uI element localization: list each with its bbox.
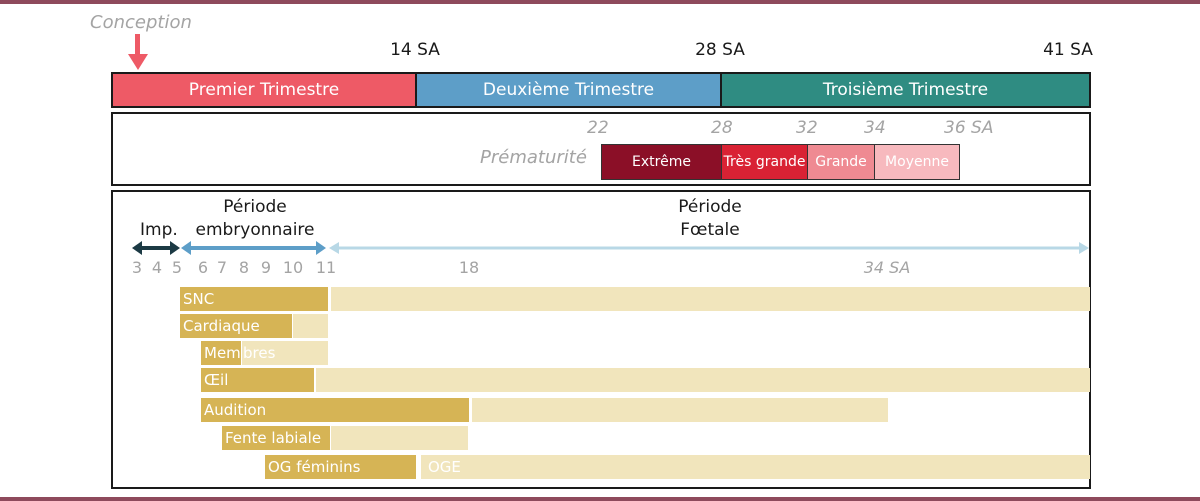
implantation-arrow-icon — [132, 241, 180, 255]
embryonic-arrow-icon — [181, 241, 326, 255]
organ-bar-fente-labiale-sensitive — [222, 426, 330, 450]
organ-bar-snc-sensitive — [180, 287, 328, 311]
organ-label-cardiaque: Cardiaque — [183, 317, 260, 335]
week-label-28: 28 SA — [695, 40, 745, 60]
prematurity-tick-22: 22 — [587, 118, 609, 138]
trimester-bar: Premier Trimestre Deuxième Trimestre Tro… — [111, 72, 1091, 108]
week-tick-8: 8 — [238, 258, 250, 277]
organ-bar-cardiaque-sensitive — [180, 314, 292, 338]
period-arrows — [132, 241, 1089, 255]
week-tick-11: 11 — [315, 258, 337, 277]
fetal-label-line1: Période — [678, 197, 742, 217]
organ-label-oge: OGE — [428, 458, 461, 476]
week-tick-6: 6 — [197, 258, 209, 277]
bottom-rule — [0, 497, 1200, 501]
embryonic-label-line2: embryonnaire — [195, 220, 315, 240]
prematurity-tick-34: 34 — [864, 118, 886, 138]
week-tick-9: 9 — [260, 258, 272, 277]
organ-bar-fente-labiale-less-sensitive — [331, 426, 468, 450]
embryonic-label-line1: Période — [223, 197, 287, 217]
week-tick-3: 3 — [131, 258, 143, 277]
conception-label: Conception — [90, 12, 192, 33]
week-tick-10: 10 — [282, 258, 304, 277]
organ-label-membres: Mem — [204, 344, 241, 362]
organ-bar-membres-sensitive — [201, 341, 241, 365]
organ-bar-membres-less-sensitive — [242, 341, 328, 365]
week-label-41: 41 SA — [1043, 40, 1093, 60]
prematurity-tick-28: 28 — [711, 118, 733, 138]
implantation-label: Imp. — [140, 220, 178, 240]
organ-label-og-feminins: OG féminins — [268, 458, 361, 476]
prematurity-box — [111, 112, 1091, 186]
organ-label-membres-suffix: bres — [243, 344, 276, 362]
trimester-1: Premier Trimestre — [113, 74, 417, 106]
prematurity-tres-grande: Très grande — [721, 144, 808, 180]
fetal-arrow-icon — [329, 242, 1089, 254]
organ-bar-oeil-sensitive — [201, 368, 314, 392]
prematurity-label: Prématurité — [480, 147, 587, 168]
conception-arrow-icon — [128, 34, 148, 70]
organ-label-oeil: Œil — [204, 371, 229, 389]
organ-bar-oge-less-sensitive — [421, 455, 1090, 479]
prematurity-extreme: Extrême — [601, 144, 722, 180]
organ-bar-og-feminins-sensitive — [265, 455, 416, 479]
week-tick-5: 5 — [171, 258, 183, 277]
week-tick-34: 34 SA — [863, 258, 911, 277]
organ-label-snc: SNC — [183, 290, 215, 308]
organ-bar-snc-less-sensitive — [331, 287, 1090, 311]
prematurity-tick-36: 36 SA — [944, 118, 994, 138]
prematurity-moyenne: Moyenne — [874, 144, 960, 180]
trimester-3: Troisième Trimestre — [722, 74, 1089, 106]
fetal-label-line2: Fœtale — [680, 220, 740, 240]
week-label-14: 14 SA — [390, 40, 440, 60]
development-box — [111, 190, 1091, 489]
week-tick-7: 7 — [216, 258, 228, 277]
prematurity-tick-32: 32 — [796, 118, 818, 138]
organ-bar-cardiaque-less-sensitive — [293, 314, 328, 338]
organ-label-audition: Audition — [204, 401, 267, 419]
organ-bar-audition-less-sensitive — [472, 398, 888, 422]
prematurity-grande: Grande — [807, 144, 875, 180]
top-rule — [0, 0, 1200, 4]
week-tick-18: 18 — [458, 258, 480, 277]
organ-label-fente-labiale: Fente labiale — [225, 429, 322, 447]
trimester-2: Deuxième Trimestre — [417, 74, 722, 106]
week-tick-4: 4 — [151, 258, 163, 277]
organ-bar-audition-sensitive — [201, 398, 469, 422]
organ-bar-oeil-less-sensitive — [316, 368, 1090, 392]
